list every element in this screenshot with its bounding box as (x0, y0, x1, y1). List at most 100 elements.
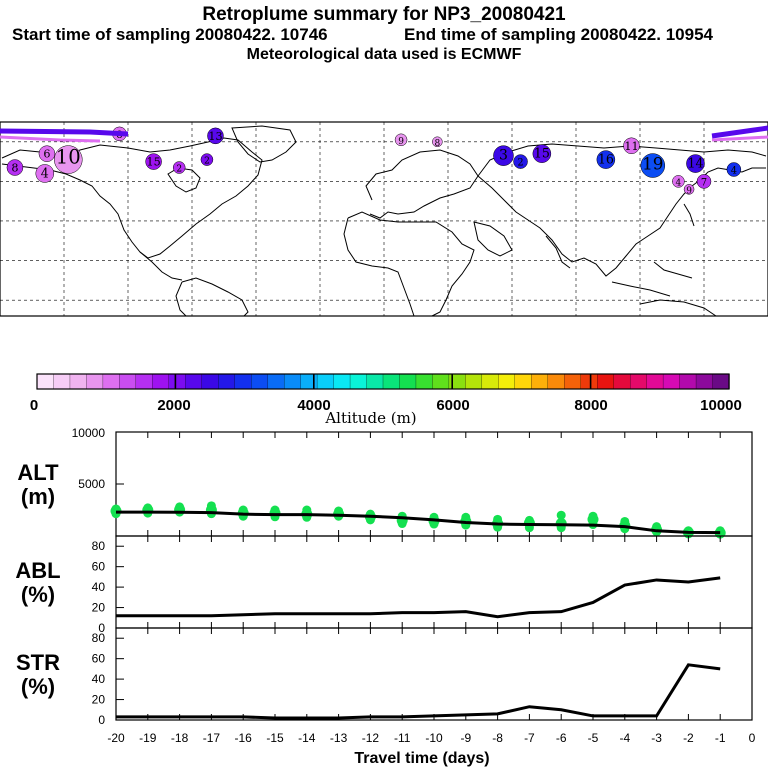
colorbar-tick-label: 0 (30, 397, 38, 414)
plume-marker-label: 4 (676, 178, 682, 188)
abl-side-label: ABL (15, 558, 60, 583)
altitude-side-unit: (m) (21, 484, 55, 509)
trajectory-band-west (0, 128, 129, 137)
plume-marker-label: 19 (642, 154, 663, 174)
plume-marker (532, 144, 552, 163)
str-side-label: STR (16, 650, 60, 675)
colorbar-cell (69, 373, 88, 390)
plume-marker-label: 15 (534, 146, 550, 161)
str-side-unit: (%) (21, 674, 55, 699)
colorbar-cell (399, 373, 417, 390)
y-tick-label: 40 (92, 580, 106, 594)
plume-marker-label: 8 (434, 139, 440, 149)
x-tick-label: -11 (394, 731, 411, 745)
plume-marker (207, 127, 224, 145)
plume-marker (54, 145, 83, 174)
abl-panel: 80 60 40 20 0 ABL(%) (15, 535, 753, 635)
str-frame (115, 627, 753, 721)
x-tick-label: 0 (749, 731, 756, 745)
colorbar-cell (432, 373, 450, 390)
colorbar-cell (712, 373, 730, 390)
colorbar-cell (646, 373, 664, 390)
met-data-label: Meteorological data used is ECMWF (246, 46, 522, 63)
plume-marker-label: 13 (208, 130, 222, 143)
colorbar-cell (152, 373, 170, 390)
colorbar-ticks: 0 2000 4000 6000 8000 10000 (30, 374, 742, 414)
plume-marker (726, 162, 742, 177)
x-tick-label: -4 (619, 731, 630, 745)
altitude-cluster-point (556, 510, 566, 520)
altitude-cluster-point (397, 519, 407, 529)
colorbar-cell (531, 373, 549, 390)
y-tick-label: 60 (92, 652, 106, 666)
plume-marker (596, 150, 616, 169)
plume-marker-label: 7 (701, 177, 707, 188)
y-tick-label: 20 (92, 693, 106, 707)
abl-line (116, 576, 721, 619)
x-tick-label: -6 (556, 731, 567, 745)
plume-marker-label: 2 (204, 157, 210, 167)
x-tick-label: -8 (492, 731, 503, 745)
colorbar-cell (102, 373, 121, 390)
x-tick-label: -1 (715, 731, 726, 745)
altitude-colorbar: 0 2000 4000 6000 8000 10000 Altitude (m) (30, 373, 742, 427)
abl-side-unit: (%) (21, 582, 55, 607)
plume-marker-label: 6 (43, 148, 50, 161)
x-tick-label: -3 (651, 731, 662, 745)
page-title: Retroplume summary for NP3_20080421 (202, 4, 566, 25)
x-tick-label: -17 (203, 731, 221, 745)
map-graticule (0, 122, 768, 316)
altitude-side-label: ALT (17, 460, 59, 485)
plume-marker (686, 154, 705, 173)
colorbar-cell (349, 373, 368, 390)
colorbar-cell (481, 373, 499, 390)
plume-marker (200, 153, 214, 166)
colorbar-cell (251, 373, 269, 390)
time-series-charts: 10000 5000 ALT(m) 80 60 40 20 0 ABL(%)80 60 40 20 0 S… (15, 426, 755, 767)
plume-marker-label: 8 (11, 162, 18, 175)
colorbar-cell (267, 373, 285, 390)
colorbar-cell (382, 373, 401, 390)
end-time-label: End time of sampling 20080422. 10954 (404, 25, 713, 44)
colorbar-cell (283, 373, 302, 390)
colorbar-cell (53, 373, 71, 390)
plume-marker-label: 15 (146, 156, 160, 169)
x-tick-label: -9 (460, 731, 471, 745)
colorbar-cell (564, 373, 582, 390)
y-tick-label: 80 (92, 539, 106, 553)
colorbar-tick-label: 4000 (297, 397, 330, 414)
trajectory-band-east (711, 125, 768, 139)
x-tick-label: -14 (298, 731, 316, 745)
colorbar-cell (514, 373, 532, 390)
plume-marker-label: 10 (56, 146, 81, 169)
y-tick-label: 80 (92, 631, 106, 645)
colorbar-cell (300, 373, 318, 390)
x-tick-label: -5 (588, 731, 599, 745)
x-tick-label: -20 (107, 731, 125, 745)
colorbar-tick-label: 2000 (157, 397, 190, 414)
colorbar-cell (498, 373, 516, 390)
plume-marker (172, 161, 186, 174)
colorbar-cell (333, 373, 351, 390)
colorbar-cell (218, 373, 236, 390)
colorbar-cell (36, 373, 55, 390)
y-tick-label: 0 (98, 621, 105, 635)
colorbar-cells (36, 373, 730, 390)
y-tick-label: 0 (98, 713, 105, 727)
colorbar-cell (316, 373, 335, 390)
colorbar-cell (580, 373, 598, 390)
y-tick-label: 20 (92, 601, 106, 615)
plume-marker (394, 133, 408, 147)
colorbar-cell (366, 373, 384, 390)
y-tick-label: 5000 (78, 477, 105, 491)
y-tick-label: 10000 (72, 426, 106, 440)
plume-marker-label: 9 (686, 186, 692, 196)
colorbar-cell (662, 373, 681, 390)
plume-marker (493, 145, 514, 166)
colorbar-frame (36, 373, 730, 390)
y-tick-label: 60 (92, 560, 106, 574)
x-tick-label: -19 (139, 731, 157, 745)
